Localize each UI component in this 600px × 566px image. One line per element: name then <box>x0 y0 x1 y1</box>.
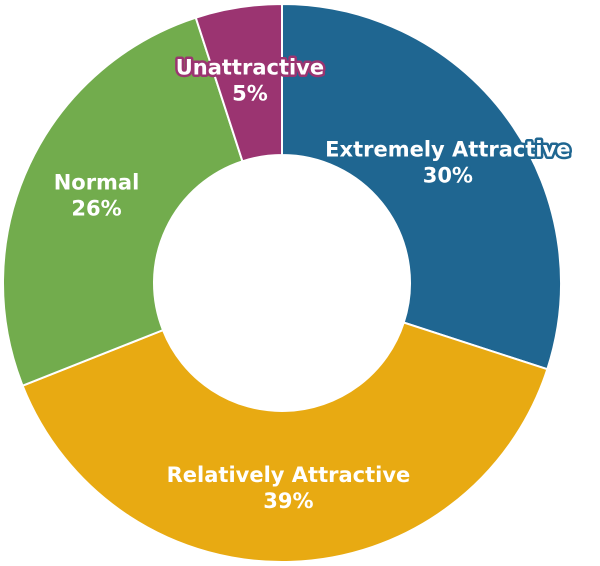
slice-value: 5% <box>232 82 268 106</box>
slice-label: Extremely Attractive <box>325 138 570 162</box>
slice-value: 26% <box>71 197 121 221</box>
donut-slice <box>281 2 562 371</box>
donut-slice <box>21 321 549 563</box>
slice-value: 30% <box>423 164 473 188</box>
slice-value: 39% <box>263 489 313 513</box>
slice-label: Normal <box>54 171 140 195</box>
slice-label: Unattractive <box>176 56 324 80</box>
slice-label: Relatively Attractive <box>167 463 411 487</box>
donut-slice <box>2 16 244 388</box>
donut-slice <box>194 2 283 163</box>
